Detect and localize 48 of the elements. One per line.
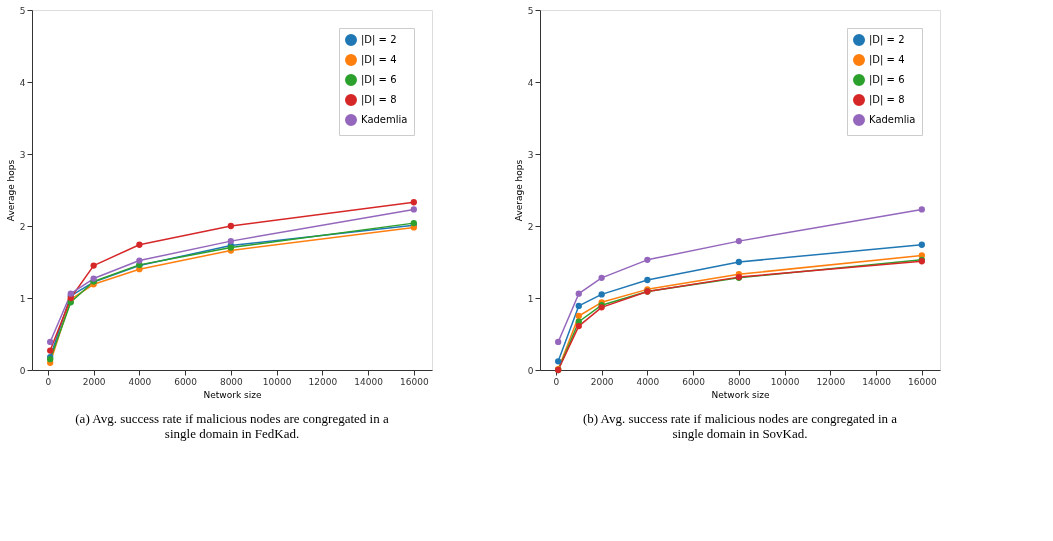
x-tick-label: 16000 bbox=[908, 376, 937, 387]
x-tick-label: 2000 bbox=[82, 376, 106, 387]
y-tick-label: 5 bbox=[19, 5, 26, 16]
y-tick-label: 5 bbox=[527, 5, 534, 16]
legend-label: |D| = 8 bbox=[361, 94, 397, 106]
legend-label: Kademlia bbox=[361, 114, 408, 125]
x-tick-label: 0 bbox=[553, 376, 560, 387]
text: single domain in FedKad. bbox=[164, 426, 300, 441]
legend-label: |D| = 2 bbox=[869, 34, 905, 46]
x-tick-label: 8000 bbox=[219, 376, 244, 387]
x-tick-label: 16000 bbox=[400, 376, 429, 387]
legend-label: Kademlia bbox=[869, 114, 916, 125]
x-tick-label: 14000 bbox=[862, 376, 892, 387]
y-tick-label: 1 bbox=[19, 293, 26, 304]
text: (a) Avg. success rate if malicious nodes are congregated in a bbox=[75, 411, 389, 426]
x-axis-title: Network size bbox=[203, 389, 262, 400]
text: single domain in SovKad. bbox=[672, 426, 808, 441]
text: (b) Avg. success rate if malicious nodes are congregated in a bbox=[582, 411, 898, 426]
y-axis-title: Average hops bbox=[5, 159, 16, 222]
x-tick-label: 14000 bbox=[354, 376, 384, 387]
x-tick-label: 6000 bbox=[682, 376, 706, 387]
x-tick-label: 4000 bbox=[636, 376, 660, 387]
x-tick-label: 0 bbox=[45, 376, 52, 387]
y-tick-label: 2 bbox=[19, 221, 26, 232]
x-tick-label: 12000 bbox=[816, 376, 846, 387]
x-tick-label: 4000 bbox=[128, 376, 152, 387]
x-tick-label: 12000 bbox=[308, 376, 338, 387]
y-tick-label: 3 bbox=[527, 149, 534, 160]
y-tick-label: 1 bbox=[527, 293, 534, 304]
x-tick-label: 2000 bbox=[590, 376, 614, 387]
y-tick-label: 3 bbox=[19, 149, 26, 160]
x-tick-label: 10000 bbox=[262, 376, 292, 387]
y-tick-label: 4 bbox=[19, 77, 26, 88]
legend-label: |D| = 6 bbox=[869, 74, 905, 86]
y-tick-label: 0 bbox=[527, 365, 534, 376]
y-tick-label: 2 bbox=[527, 221, 534, 232]
y-axis-title: Average hops bbox=[513, 159, 524, 222]
y-tick-label: 4 bbox=[527, 77, 534, 88]
x-tick-label: 10000 bbox=[770, 376, 800, 387]
legend-label: |D| = 8 bbox=[869, 94, 905, 106]
x-axis-title: Network size bbox=[711, 389, 770, 400]
legend-label: |D| = 2 bbox=[361, 34, 397, 46]
x-tick-label: 6000 bbox=[174, 376, 198, 387]
legend-label: |D| = 6 bbox=[361, 74, 397, 86]
legend-label: |D| = 4 bbox=[869, 54, 905, 66]
legend-label: |D| = 4 bbox=[361, 54, 397, 66]
y-tick-label: 0 bbox=[19, 365, 26, 376]
x-tick-label: 8000 bbox=[727, 376, 752, 387]
